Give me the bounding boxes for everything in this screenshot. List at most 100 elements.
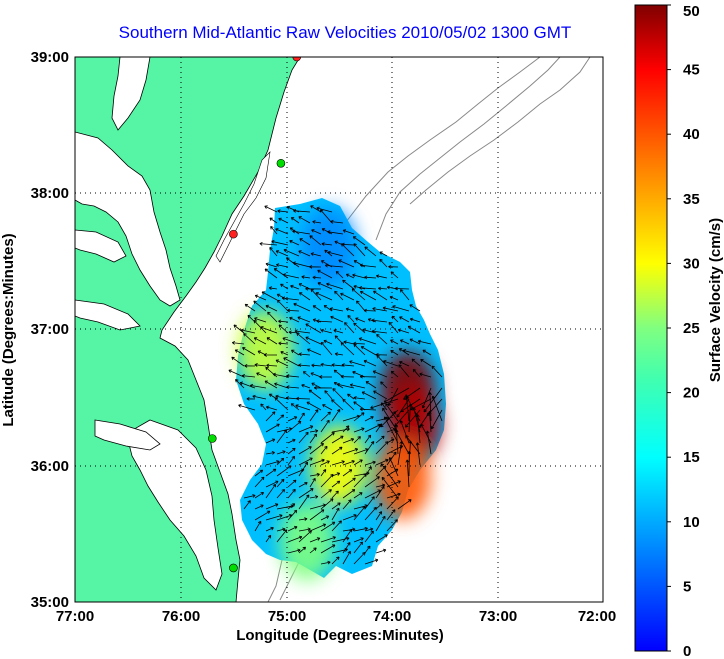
y-axis-label: Latitude (Degrees:Minutes) bbox=[0, 233, 17, 426]
velocity-vector bbox=[305, 336, 322, 345]
velocity-vector bbox=[320, 515, 330, 521]
velocity-vector bbox=[353, 506, 366, 521]
velocity-vector bbox=[277, 209, 289, 214]
velocity-vector bbox=[334, 352, 344, 357]
velocity-vector bbox=[287, 416, 298, 422]
velocity-vector bbox=[331, 409, 341, 422]
velocity-vector bbox=[399, 339, 410, 345]
velocity-vector bbox=[286, 374, 300, 378]
velocity-vector bbox=[310, 205, 322, 213]
delaware-bay bbox=[111, 57, 151, 131]
velocity-vector bbox=[389, 295, 399, 301]
velocity-vector bbox=[309, 433, 317, 444]
velocity-vector bbox=[309, 409, 319, 422]
velocity-vector bbox=[298, 446, 312, 455]
velocity-vector bbox=[338, 259, 355, 268]
velocity-vector bbox=[296, 332, 311, 345]
velocity-vector bbox=[254, 294, 267, 301]
x-tick-label: 75:00 bbox=[268, 608, 306, 625]
x-tick-label: 72:00 bbox=[578, 608, 616, 625]
map-area bbox=[75, 57, 603, 602]
velocity-vector bbox=[280, 351, 289, 356]
velocity-vector bbox=[298, 216, 311, 224]
velocity-vector bbox=[351, 288, 366, 301]
velocity-vector bbox=[364, 246, 377, 257]
velocity-vector bbox=[253, 337, 267, 345]
colorbar-tick-label: 30 bbox=[683, 255, 700, 272]
velocity-vector bbox=[326, 282, 344, 290]
velocity-vector bbox=[364, 416, 374, 422]
velocity-vector bbox=[355, 317, 366, 323]
velocity-hotspot bbox=[300, 207, 357, 288]
velocity-vector bbox=[331, 490, 339, 499]
velocity-vector bbox=[253, 300, 267, 312]
velocity-vector bbox=[254, 520, 262, 532]
velocity-vector bbox=[349, 383, 366, 389]
velocity-vector bbox=[342, 438, 355, 444]
velocity-vector bbox=[353, 541, 363, 554]
velocity-hotspot bbox=[374, 439, 431, 520]
radar-station-marker bbox=[276, 158, 286, 168]
velocity-vector bbox=[275, 394, 289, 400]
velocity-vector bbox=[415, 414, 421, 444]
velocity-vector bbox=[287, 548, 301, 554]
velocity-vector bbox=[296, 396, 311, 401]
velocity-vector bbox=[386, 411, 397, 422]
velocity-vector bbox=[298, 425, 314, 433]
velocity-vector bbox=[376, 334, 388, 345]
velocity-vector bbox=[345, 307, 355, 312]
velocity-vector bbox=[353, 243, 366, 257]
velocity-vector bbox=[306, 401, 322, 411]
y-tick-label: 37:00 bbox=[31, 321, 69, 338]
velocity-vector bbox=[265, 262, 278, 268]
velocity-vector bbox=[341, 243, 355, 257]
velocity-vector bbox=[342, 279, 355, 290]
velocity-vector bbox=[335, 271, 344, 279]
velocity-vector bbox=[242, 347, 256, 356]
velocity-vector bbox=[342, 489, 356, 499]
velocity-vector bbox=[320, 560, 331, 565]
x-tick-label: 74:00 bbox=[373, 608, 411, 625]
velocity-vector bbox=[322, 404, 333, 411]
velocity-vector bbox=[380, 402, 388, 411]
x-tick-label: 77:00 bbox=[56, 608, 94, 625]
velocity-vector bbox=[234, 349, 245, 356]
velocity-vector bbox=[282, 337, 300, 345]
velocity-vector bbox=[324, 390, 333, 400]
velocity-vector bbox=[375, 534, 388, 543]
velocity-vector bbox=[301, 275, 311, 279]
velocity-vector bbox=[278, 324, 289, 334]
velocity-vector bbox=[309, 509, 325, 521]
velocity-vector bbox=[278, 341, 289, 346]
velocity-vector bbox=[266, 337, 278, 345]
velocity-vector bbox=[336, 382, 355, 389]
velocity-vector bbox=[353, 427, 365, 433]
velocity-vector bbox=[278, 319, 289, 324]
velocity-vector bbox=[341, 363, 355, 367]
velocity-vector bbox=[371, 318, 388, 323]
velocity-vector bbox=[293, 302, 311, 312]
velocity-vector bbox=[364, 530, 374, 543]
velocity-vector bbox=[276, 478, 285, 488]
velocity-vector bbox=[398, 364, 410, 378]
velocity-vector bbox=[298, 431, 309, 444]
velocity-vector bbox=[331, 446, 343, 455]
velocity-vector bbox=[297, 316, 311, 323]
colorbar-tick-label: 0 bbox=[683, 643, 691, 659]
velocity-vector bbox=[386, 519, 398, 532]
velocity-vector bbox=[312, 305, 322, 312]
velocity-vector bbox=[312, 275, 322, 280]
velocity-vector bbox=[331, 480, 341, 488]
velocity-vector bbox=[365, 381, 377, 389]
velocity-vector bbox=[431, 395, 443, 422]
velocity-vector bbox=[399, 420, 410, 444]
velocity-vector bbox=[298, 482, 308, 488]
colorbar-tick-label: 50 bbox=[683, 3, 700, 20]
velocity-hotspot bbox=[311, 425, 367, 506]
velocity-vector bbox=[320, 445, 328, 455]
velocity-vector bbox=[283, 357, 300, 367]
velocity-vector bbox=[405, 409, 421, 428]
map-title: Southern Mid-Atlantic Raw Velocities 201… bbox=[119, 23, 572, 42]
velocity-vector bbox=[402, 349, 421, 356]
